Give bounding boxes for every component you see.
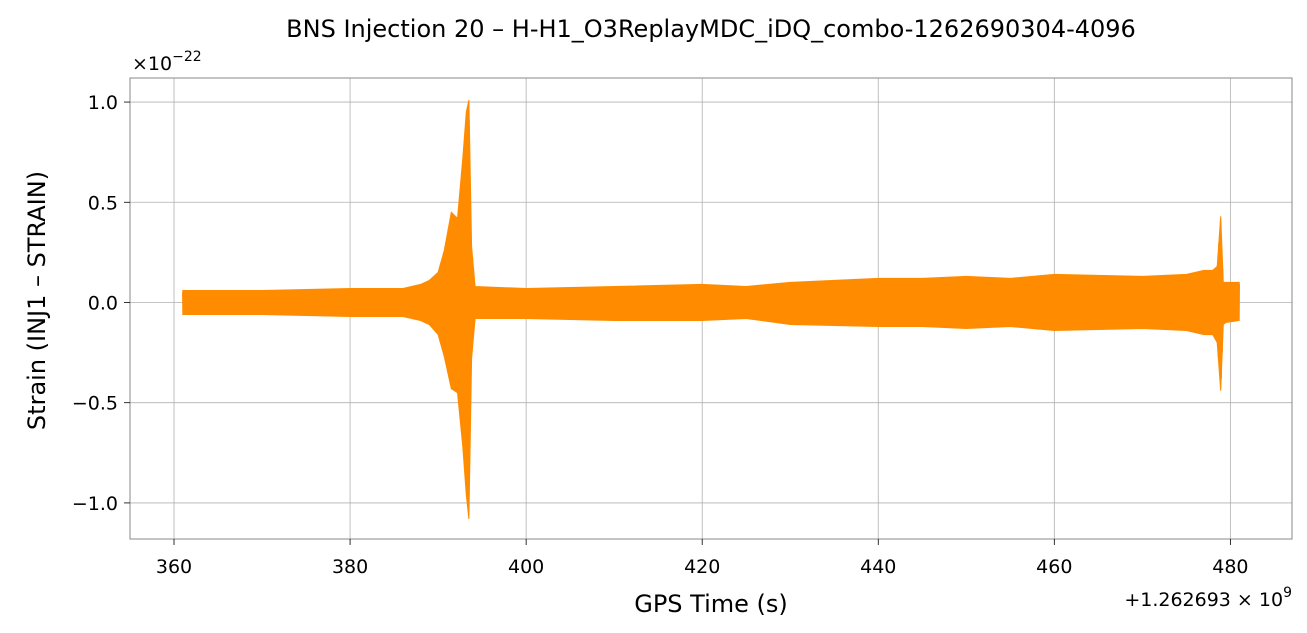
x-offset-exponent: 9 [1283,585,1292,601]
x-offset-base: +1.262693 × 10 [1124,589,1283,611]
y-tick-label: 0.5 [88,192,118,214]
x-axis-label: GPS Time (s) [634,590,788,618]
y-axis: −1.0 −0.5 0.0 0.5 1.0 [72,92,130,515]
y-multiplier-exponent: −22 [172,49,202,65]
x-tick-label: 480 [1212,556,1248,578]
x-tick-label: 460 [1036,556,1072,578]
plot-area [182,99,1240,520]
x-tick-label: 420 [684,556,720,578]
x-tick-label: 360 [156,556,192,578]
y-tick-label: 0.0 [88,292,118,314]
x-tick-label: 380 [332,556,368,578]
x-axis: 360 380 400 420 440 460 480 [156,539,1249,578]
strain-series-line [182,109,1240,493]
x-offset-label: +1.262693 × 109 [1124,585,1292,611]
y-tick-label: −1.0 [72,493,118,515]
y-axis-label: Strain (INJ1 – STRAIN) [23,171,51,430]
y-multiplier-base: ×10 [132,53,172,75]
y-multiplier-label: ×10−22 [132,49,202,75]
x-tick-label: 400 [508,556,544,578]
chart-title: BNS Injection 20 – H-H1_O3ReplayMDC_iDQ_… [286,15,1136,43]
plot-frame [129,77,1293,540]
x-tick-label: 440 [860,556,896,578]
y-tick-label: 1.0 [88,92,118,114]
y-tick-label: −0.5 [72,393,118,415]
